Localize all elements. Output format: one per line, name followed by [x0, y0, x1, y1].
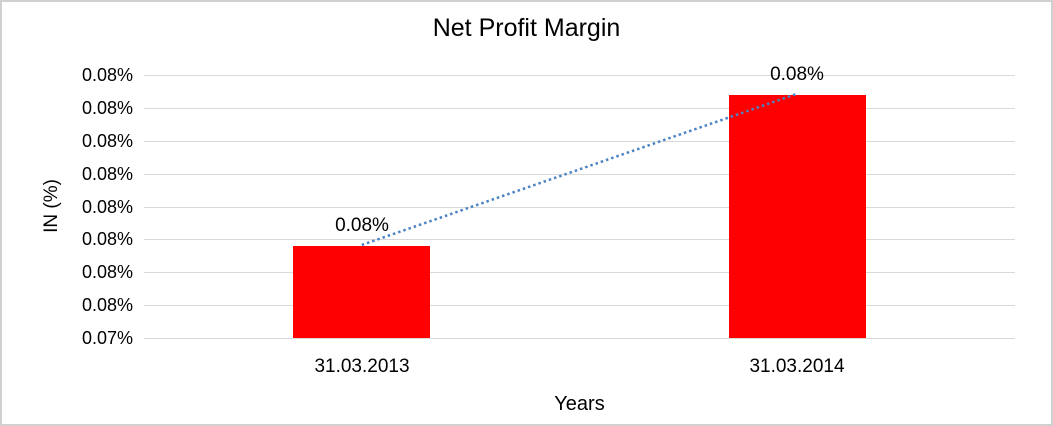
y-tick-label: 0.08%: [81, 295, 133, 315]
y-tick-label: 0.07%: [81, 328, 133, 348]
gridline: [144, 239, 1015, 240]
gridline: [144, 207, 1015, 208]
gridline: [144, 108, 1015, 109]
gridline: [144, 272, 1015, 273]
y-tick-label: 0.08%: [81, 164, 133, 184]
y-tick-label: 0.08%: [81, 229, 133, 249]
gridline: [144, 141, 1015, 142]
chart-title: Net Profit Margin: [432, 14, 621, 42]
gridline: [144, 338, 1015, 339]
x-tick-label: 31.03.2014: [749, 356, 845, 377]
y-tick-label: 0.08%: [81, 131, 133, 151]
y-tick-label: 0.08%: [81, 197, 133, 217]
data-label: 0.08%: [335, 215, 389, 236]
bar-31.03.2013: [293, 246, 430, 338]
bar-31.03.2014: [729, 95, 866, 338]
gridline: [144, 174, 1015, 175]
x-axis-title: Years: [554, 393, 605, 415]
gridline: [144, 75, 1015, 76]
y-tick-label: 0.08%: [81, 98, 133, 118]
y-tick-label: 0.08%: [81, 65, 133, 85]
y-tick-label: 0.08%: [81, 262, 133, 282]
data-label: 0.08%: [770, 64, 824, 85]
gridline: [144, 305, 1015, 306]
x-tick-label: 31.03.2013: [314, 356, 410, 377]
